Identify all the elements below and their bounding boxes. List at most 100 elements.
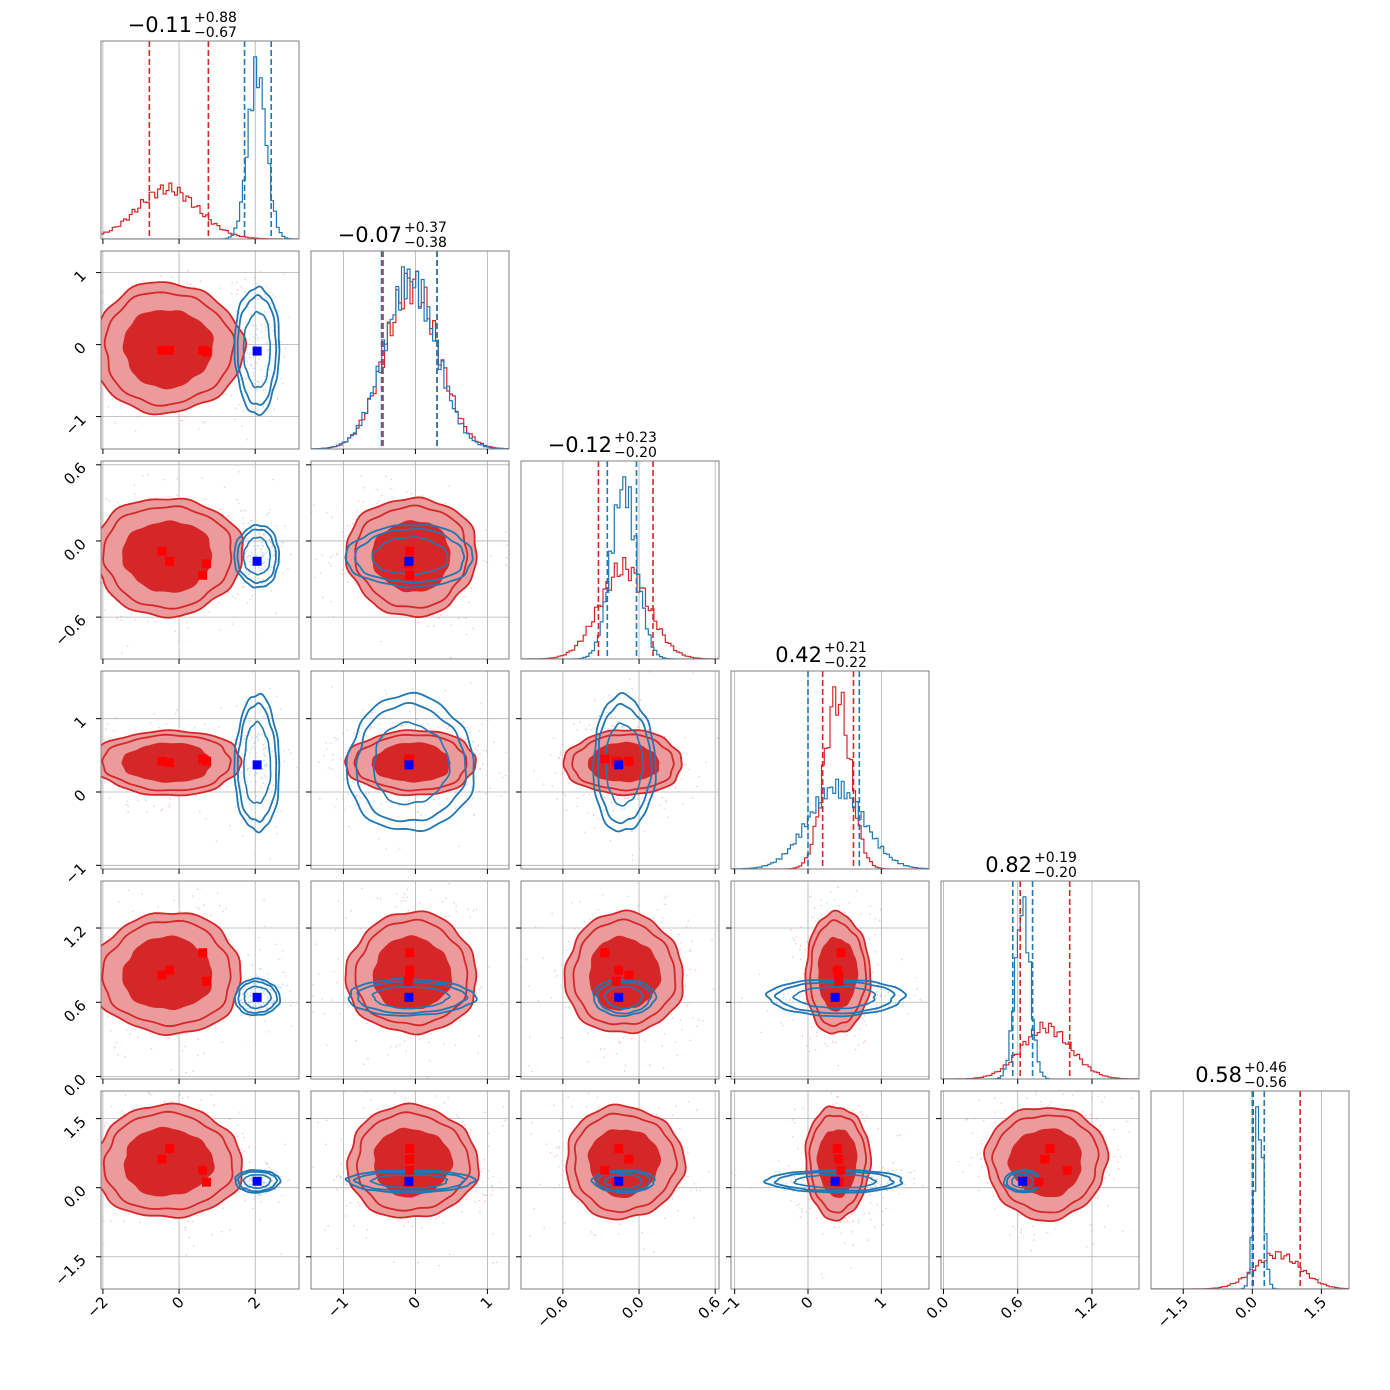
red-sample-point bbox=[385, 475, 387, 478]
plot-area bbox=[521, 461, 719, 659]
red-sample-point bbox=[149, 1032, 151, 1035]
red-sample-point bbox=[603, 1056, 605, 1059]
red-sample-point bbox=[314, 943, 317, 945]
red-sample-point bbox=[284, 1143, 287, 1146]
red-sample-point bbox=[799, 926, 802, 929]
blue-sample-point bbox=[245, 438, 248, 441]
title-upper-error: +0.37 bbox=[404, 220, 447, 236]
y-tick-label: −1 bbox=[61, 859, 89, 887]
blue-sample-point bbox=[587, 811, 589, 814]
plot-area bbox=[731, 864, 929, 1079]
blue-sample-point bbox=[348, 825, 350, 828]
red-sample-point bbox=[664, 903, 666, 906]
red-sample-point bbox=[464, 595, 467, 598]
red-sample-point bbox=[209, 914, 212, 917]
blue-contour-outer bbox=[234, 1169, 282, 1194]
red-sample-point bbox=[457, 617, 460, 620]
blue-sample-point bbox=[261, 554, 264, 557]
red-sample-point bbox=[823, 864, 825, 866]
red-sample-point bbox=[568, 782, 570, 785]
red-sample-point bbox=[176, 494, 178, 497]
red-sample-point bbox=[562, 730, 565, 733]
blue-sample-point bbox=[263, 993, 266, 996]
red-sample-point bbox=[404, 899, 406, 902]
red-sample-point bbox=[438, 1215, 440, 1218]
red-sample-point bbox=[448, 915, 451, 917]
blue-sample-point bbox=[898, 989, 900, 992]
red-sample-point bbox=[97, 977, 99, 979]
red-sample-point bbox=[170, 1069, 173, 1071]
red-sample-point bbox=[106, 723, 109, 725]
red-sample-point bbox=[516, 1153, 518, 1155]
red-sample-point bbox=[352, 522, 354, 525]
red-sample-point bbox=[265, 1161, 267, 1164]
blue-sample-point bbox=[255, 548, 257, 551]
title-value: 0.82 bbox=[985, 853, 1032, 877]
red-sample-point bbox=[844, 911, 846, 914]
red-sample-point bbox=[483, 560, 485, 562]
red-sample-point bbox=[115, 717, 117, 719]
param-title-4: 0.82 +0.19−0.20 bbox=[985, 850, 1077, 881]
red-sample-point bbox=[455, 904, 457, 907]
red-sample-point bbox=[65, 982, 67, 984]
blue-sample-point bbox=[321, 998, 323, 1000]
blue-sample-point bbox=[246, 349, 248, 351]
blue-sample-point bbox=[253, 774, 256, 776]
y-tick-label: 0.0 bbox=[60, 1071, 90, 1101]
blue-sample-point bbox=[637, 798, 639, 800]
red-sample-point bbox=[556, 798, 558, 800]
red-sample-point bbox=[339, 572, 342, 575]
red-sample-point bbox=[724, 1056, 726, 1058]
red-sample-point bbox=[809, 895, 811, 898]
blue-sample-point bbox=[343, 997, 346, 999]
blue-sample-point bbox=[414, 705, 416, 707]
red-sample-point bbox=[419, 901, 421, 904]
red-sample-point bbox=[623, 1070, 626, 1072]
blue-sample-point bbox=[333, 970, 336, 973]
red-sample-point bbox=[244, 509, 247, 512]
red-sample-point bbox=[101, 290, 104, 293]
red-sample-point bbox=[664, 896, 666, 899]
blue-sample-point bbox=[251, 736, 253, 739]
blue-sample-point bbox=[255, 736, 258, 738]
blue-sample-point bbox=[260, 1004, 263, 1007]
title-lower-error: −0.38 bbox=[404, 235, 447, 251]
red-sample-point bbox=[542, 783, 545, 785]
red-sample-point bbox=[579, 720, 581, 723]
red-sample-point bbox=[686, 1004, 689, 1007]
blue-sample-point bbox=[242, 509, 244, 512]
red-sample-point bbox=[102, 1243, 105, 1246]
red-sample-point bbox=[134, 430, 137, 432]
blue-sample-point bbox=[240, 369, 243, 371]
red-sample-point bbox=[689, 968, 692, 971]
blue-sample-point bbox=[273, 554, 275, 556]
blue-sample-point bbox=[245, 777, 248, 780]
red-sample-point bbox=[457, 1116, 460, 1119]
blue-sample-point bbox=[242, 1002, 244, 1005]
blue-sample-point bbox=[475, 993, 478, 996]
red-sample-point bbox=[403, 893, 406, 895]
red-sample-point bbox=[115, 1042, 117, 1044]
blue-sample-point bbox=[280, 1175, 282, 1178]
red-sample-point bbox=[78, 735, 80, 737]
red-sample-point bbox=[187, 1220, 189, 1223]
red-sample-point bbox=[92, 557, 94, 559]
blue-sample-point bbox=[281, 545, 283, 548]
blue-sample-point bbox=[788, 999, 790, 1002]
red-sample-point bbox=[400, 725, 402, 727]
red-sample-point bbox=[857, 1044, 860, 1046]
blue-sample-point bbox=[404, 723, 407, 725]
blue-sample-point bbox=[253, 567, 255, 569]
red-sample-point bbox=[281, 949, 284, 952]
contour-panel-2-1 bbox=[306, 460, 510, 664]
red-sample-point bbox=[816, 1031, 818, 1034]
blue-sample-point bbox=[288, 1179, 290, 1181]
red-sample-point bbox=[253, 747, 256, 750]
x-tick-label: 2 bbox=[245, 1293, 264, 1312]
red-sample-point bbox=[561, 772, 563, 775]
blue-sample-point bbox=[265, 551, 267, 554]
plot-area bbox=[65, 881, 299, 1079]
red-sample-point bbox=[68, 1110, 70, 1112]
title-lower-error: −0.20 bbox=[1034, 865, 1077, 881]
red-sample-point bbox=[181, 1097, 184, 1100]
